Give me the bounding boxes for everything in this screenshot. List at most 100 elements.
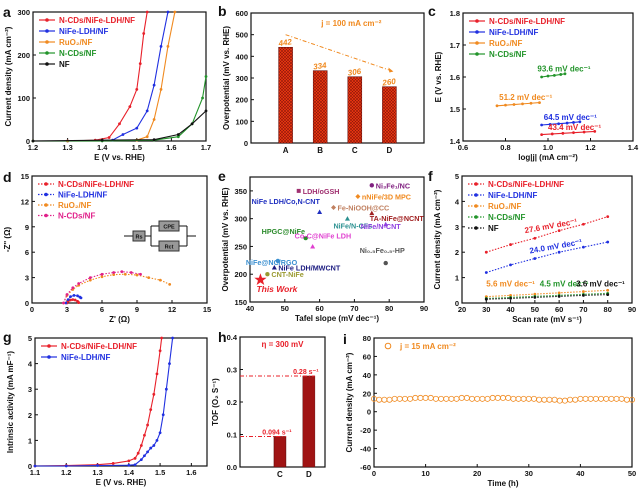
x-axis-label: log|j| (mA cm⁻²) bbox=[518, 153, 578, 162]
x-tick-label: B bbox=[317, 146, 323, 155]
y-tick-label: 6 bbox=[25, 248, 29, 257]
data-point bbox=[136, 451, 140, 455]
x-tick-label: 70 bbox=[579, 305, 587, 314]
x-tick-label: 50 bbox=[281, 304, 289, 313]
legend-label: NiFe-LDH/NF bbox=[488, 191, 537, 200]
bar-value-label: 306 bbox=[347, 67, 362, 78]
triangle-marker bbox=[310, 243, 316, 249]
data-point bbox=[499, 394, 506, 401]
y-axis-label: TOF (O₂ S⁻¹) bbox=[211, 378, 220, 426]
plot-frame bbox=[250, 12, 425, 144]
data-point bbox=[608, 395, 615, 402]
y-tick-label: 400 bbox=[235, 52, 248, 61]
point-label: CNT-NiFe bbox=[271, 270, 303, 279]
point-label: NiFe LDH/Co,N-CNT bbox=[252, 197, 321, 206]
legend-marker bbox=[475, 19, 479, 23]
y-tick-label: 0 bbox=[367, 408, 371, 417]
data-point bbox=[417, 394, 424, 401]
data-point bbox=[563, 72, 567, 76]
data-point bbox=[139, 272, 142, 276]
annotation: 27.6 mV dec⁻¹ bbox=[524, 217, 578, 235]
data-point bbox=[629, 396, 636, 403]
data-point bbox=[438, 395, 445, 402]
circuit-label-rs: Rs bbox=[135, 235, 142, 241]
data-point bbox=[149, 408, 153, 412]
data-point bbox=[135, 88, 139, 91]
diamond-marker bbox=[355, 193, 361, 199]
y-tick-label: 0.3 bbox=[227, 366, 237, 375]
panel-c: c 0.6 0.8 1.0 1.2 1.4 1.4 1.5 1.6 1.7 1.8 log|j| (m… bbox=[428, 3, 639, 162]
bar-D bbox=[382, 86, 397, 144]
data-point bbox=[512, 103, 516, 106]
panel-letter: g bbox=[3, 329, 12, 345]
data-point bbox=[71, 286, 75, 290]
data-point bbox=[128, 105, 132, 108]
legend-marker bbox=[475, 30, 479, 34]
data-point bbox=[606, 240, 610, 244]
data-point bbox=[557, 294, 561, 298]
series-nf bbox=[484, 293, 610, 301]
y-tick-label: 1.7 bbox=[450, 41, 460, 50]
point-label: Co-C@NiFe LDH bbox=[295, 231, 352, 240]
circuit-wires bbox=[124, 225, 196, 247]
data-point bbox=[525, 395, 532, 402]
data-point bbox=[582, 290, 585, 293]
panel-letter: i bbox=[343, 331, 347, 347]
y-axis-label: E (V vs. RHE) bbox=[434, 51, 443, 102]
panel-letter: d bbox=[3, 169, 12, 185]
bar-C bbox=[273, 436, 287, 468]
data-point bbox=[546, 74, 550, 78]
y-tick-label: 0.2 bbox=[227, 398, 237, 407]
x-tick-label: 60 bbox=[555, 305, 563, 314]
legend-label: NiFe-LDH/NF bbox=[59, 27, 108, 36]
data-point bbox=[592, 395, 599, 402]
series-line bbox=[62, 271, 141, 304]
series-nife-ldh-nf bbox=[33, 336, 175, 468]
plot-frame bbox=[373, 337, 633, 468]
star-marker bbox=[254, 273, 267, 285]
data-point bbox=[582, 222, 585, 226]
data-point bbox=[484, 250, 488, 254]
data-point bbox=[561, 397, 568, 404]
data-point bbox=[582, 293, 585, 297]
data-point bbox=[432, 395, 439, 402]
data-point: Fe-NiOOH@CC bbox=[331, 204, 389, 213]
x-axis-label: Z' (Ω) bbox=[109, 315, 130, 324]
legend-label: RuO₂/NF bbox=[488, 202, 521, 211]
data-point bbox=[561, 131, 565, 135]
data-point bbox=[381, 396, 388, 403]
legend-marker bbox=[45, 40, 49, 44]
y-tick-label: 9 bbox=[25, 223, 29, 232]
data-point bbox=[557, 291, 561, 295]
data-point bbox=[146, 423, 149, 427]
x-tick-label: 0 bbox=[30, 305, 34, 314]
x-tick-label: 1.3 bbox=[92, 468, 102, 477]
y-tick-label: 1.6 bbox=[450, 73, 460, 82]
x-tick-label: 1.0 bbox=[543, 143, 553, 152]
x-tick-label: 1.7 bbox=[201, 143, 211, 152]
data-point bbox=[166, 10, 170, 14]
y-tick-label: 5 bbox=[455, 172, 459, 181]
y-tick-label: 0.1 bbox=[227, 431, 237, 440]
series-line bbox=[486, 216, 608, 253]
data-point bbox=[139, 444, 143, 447]
y-tick-label: 100 bbox=[17, 94, 30, 103]
y-tick-label: 350 bbox=[234, 187, 247, 196]
series-n-cds-nf bbox=[62, 270, 142, 305]
y-tick-label: 0.4 bbox=[227, 333, 238, 342]
data-point bbox=[422, 394, 429, 401]
bar-A bbox=[278, 46, 293, 144]
data-point bbox=[143, 454, 146, 458]
data-point bbox=[107, 136, 111, 139]
annotation: 3.6 mV dec⁻¹ bbox=[576, 279, 625, 288]
point-label: Ni₃Fe₁/NC bbox=[376, 181, 410, 190]
triangle-marker bbox=[369, 210, 375, 216]
data-point bbox=[72, 293, 76, 297]
legend-marker bbox=[45, 18, 49, 22]
y-tick-label: 1 bbox=[455, 274, 459, 283]
data-point bbox=[540, 75, 544, 79]
data-point: NiFe LDH/Co,N-CNT bbox=[252, 197, 323, 214]
legend-marker bbox=[475, 52, 479, 56]
x-tick-label: 60 bbox=[315, 304, 323, 313]
